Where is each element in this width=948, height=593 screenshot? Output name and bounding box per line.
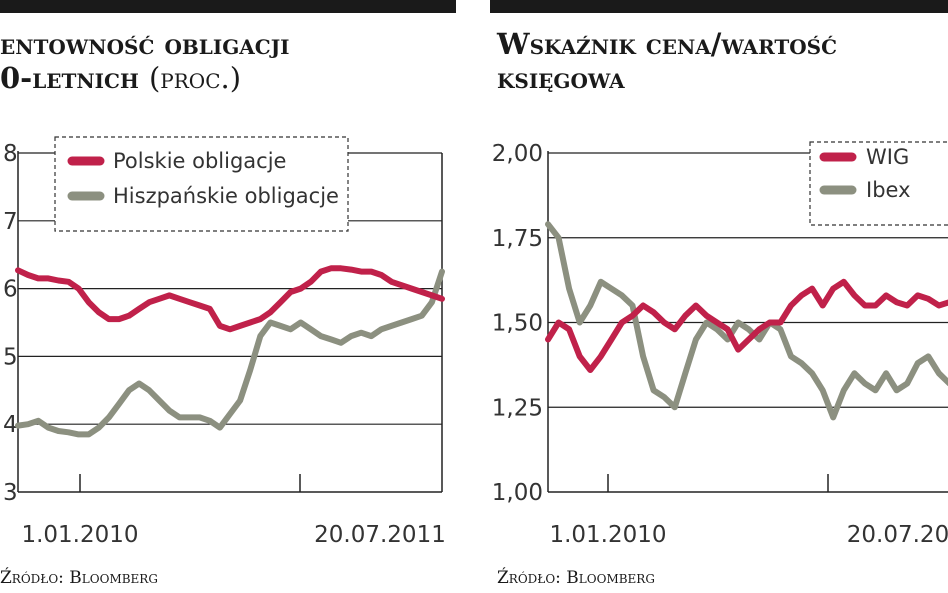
- c1-x-tick-label: 20.07.20: [847, 522, 948, 548]
- c1-legend-label: WIG: [866, 145, 909, 169]
- c0-x-tick-label: 20.07.2011: [314, 522, 446, 548]
- c1-x-tick-label: 1.01.2010: [549, 522, 666, 548]
- c0-y-tick-label: 8: [3, 141, 18, 167]
- right-title-line1: Wskaźnik cena/wartość: [497, 27, 838, 61]
- right-top-bar: [490, 0, 948, 13]
- c1-y-tick-label: 1,50: [492, 311, 543, 337]
- c1-y-tick-label: 2,00: [492, 141, 543, 167]
- c0-series-line: [15, 268, 445, 438]
- c0-legend-label: Hiszpańskie obligacje: [113, 184, 339, 208]
- left-top-bar: [0, 0, 456, 13]
- right-title-line2: księgowa: [497, 61, 625, 95]
- left-title-unit: (proc.): [148, 61, 242, 95]
- c0-y-tick-label: 7: [3, 209, 18, 235]
- right-chart-title: Wskaźnik cena/wartość księgowa: [497, 27, 837, 95]
- c1-series-line: [545, 221, 948, 421]
- c0-y-tick-label: 6: [3, 277, 18, 303]
- c0-y-tick-label: 4: [3, 412, 18, 438]
- left-title-line1: entowność obligacji: [0, 27, 290, 61]
- c1-legend-label: Ibex: [866, 178, 911, 202]
- left-title-line2: 0-letnich: [0, 61, 139, 95]
- c1-y-tick-label: 1,75: [492, 226, 543, 252]
- c0-y-tick-label: 3: [3, 480, 18, 506]
- c1-y-tick-label: 1,25: [492, 395, 543, 421]
- c0-y-tick-label: 5: [3, 344, 18, 370]
- c0-legend-box: [54, 136, 349, 232]
- c1-series-line: [545, 278, 948, 373]
- c0-legend-label: Polskie obligacje: [113, 149, 286, 173]
- right-source-note: Źródło: Bloomberg: [497, 568, 655, 588]
- c1-y-tick-label: 1,00: [492, 480, 543, 506]
- c0-series-line: [15, 265, 445, 333]
- left-source-note: Źródło: Bloomberg: [0, 568, 158, 588]
- c0-x-tick-label: 1.01.2010: [21, 522, 138, 548]
- left-chart-title: entowność obligacji 0-letnich (proc.): [0, 27, 290, 95]
